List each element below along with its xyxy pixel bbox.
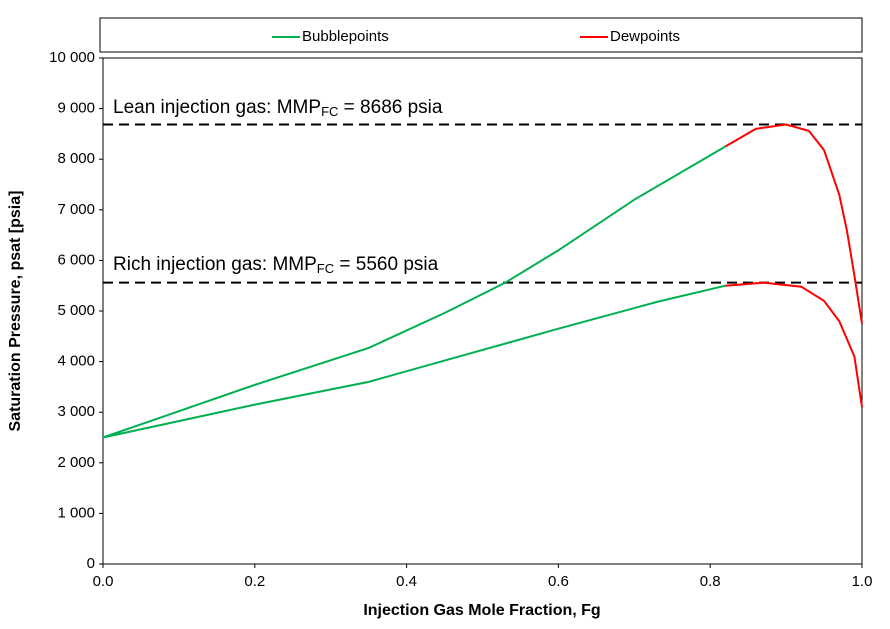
legend-label: Bubblepoints [302, 28, 389, 45]
annotation: Lean injection gas: MMPFC = 8686 psia [113, 97, 443, 119]
x-tick-label: 1.0 [852, 573, 873, 590]
y-tick-label: 2 000 [57, 454, 95, 471]
x-tick-label: 0.6 [548, 573, 569, 590]
y-tick-label: 0 [87, 555, 95, 572]
y-tick-label: 6 000 [57, 251, 95, 268]
annotation: Rich injection gas: MMPFC = 5560 psia [113, 254, 439, 276]
y-tick-label: 7 000 [57, 201, 95, 218]
x-tick-label: 0.0 [93, 573, 114, 590]
annotation-subscript: FC [317, 261, 334, 276]
x-tick-label: 0.2 [244, 573, 265, 590]
series-line [102, 145, 726, 439]
series-line [724, 123, 863, 408]
x-tick-label: 0.8 [700, 573, 721, 590]
annotation-text: = 5560 psia [334, 254, 438, 275]
y-tick-label: 10 000 [49, 49, 95, 66]
legend-box [99, 17, 863, 53]
y-tick-label: 3 000 [57, 403, 95, 420]
legend-label: Dewpoints [610, 28, 680, 45]
y-tick-label: 4 000 [57, 353, 95, 370]
x-tick-label: 0.4 [396, 573, 417, 590]
y-axis-title: Saturation Pressure, psat [psia] [7, 191, 24, 432]
y-tick-label: 5 000 [57, 302, 95, 319]
annotation-subscript: FC [321, 104, 338, 119]
y-tick-label: 8 000 [57, 150, 95, 167]
annotation-text: Rich injection gas: MMP [113, 254, 317, 275]
x-axis-title: Injection Gas Mole Fraction, Fg [363, 602, 600, 619]
y-tick-label: 1 000 [57, 504, 95, 521]
annotation-text: Lean injection gas: MMP [113, 97, 321, 118]
annotation-text: = 8686 psia [338, 97, 442, 118]
y-tick-label: 9 000 [57, 100, 95, 117]
